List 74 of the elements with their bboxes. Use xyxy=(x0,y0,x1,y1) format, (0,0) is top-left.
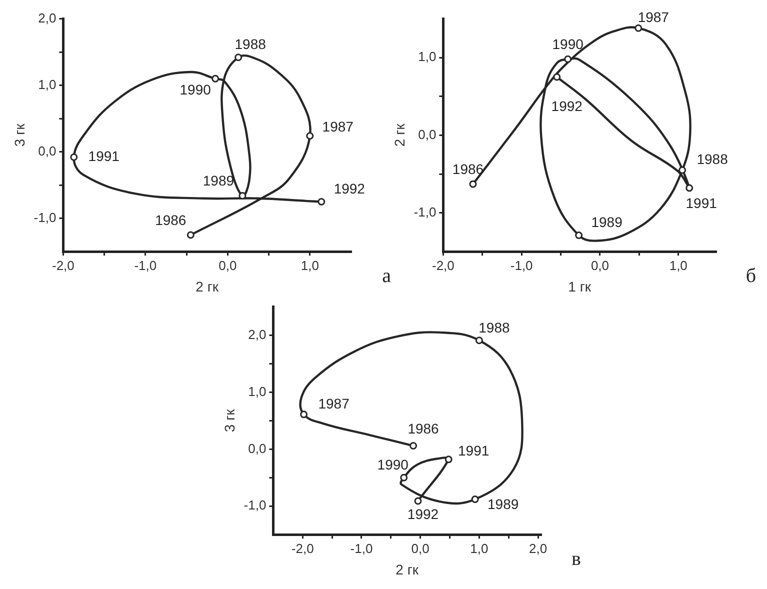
annotation: 1990 xyxy=(552,36,584,52)
point xyxy=(300,410,308,418)
y-tick-label: -1,0 xyxy=(34,210,56,225)
point xyxy=(70,153,78,161)
x-tick-label: -1,0 xyxy=(510,258,533,273)
y-tick-label: 1,0 xyxy=(418,49,436,64)
x-tick-label: -1,0 xyxy=(134,258,157,273)
y-tick-label: -1,0 xyxy=(244,498,266,513)
point xyxy=(414,497,422,505)
y-axis-title: 2 гк xyxy=(391,122,408,147)
y-tick-label: 1,0 xyxy=(38,76,56,92)
text: в xyxy=(572,548,581,571)
annotation: 1986 xyxy=(408,420,440,437)
x-tick-label: 1,0 xyxy=(300,258,319,273)
x-axis-title: 2 гк xyxy=(196,278,220,294)
text: б xyxy=(746,265,756,288)
y-tick-label: 2,0 xyxy=(38,10,56,26)
point xyxy=(410,442,418,450)
point xyxy=(634,24,642,32)
x-tick-label: 1,0 xyxy=(470,540,488,556)
point xyxy=(234,54,242,62)
x-tick-label: 0,0 xyxy=(590,258,610,273)
x-axis-title: 2 гк xyxy=(396,561,420,578)
annotation: 1992 xyxy=(407,506,439,522)
x-axis-title: 1 гк xyxy=(568,278,592,294)
annotation: 1991 xyxy=(458,442,490,458)
x-tick-label: 0,0 xyxy=(218,258,237,273)
x-tick-label: -2,0 xyxy=(432,258,454,273)
point xyxy=(475,336,483,344)
annotation: 1987 xyxy=(322,118,354,135)
y-tick-label: 0,0 xyxy=(38,143,56,158)
annotation: 1990 xyxy=(377,456,409,473)
y-axis-title: 3 гк xyxy=(221,408,238,432)
y-tick-label: 2,0 xyxy=(248,326,266,342)
y-tick-label: 1,0 xyxy=(248,384,266,399)
point xyxy=(444,456,452,464)
x-tick-label: -1,0 xyxy=(350,540,373,556)
annotation: 1988 xyxy=(234,36,266,52)
point xyxy=(553,73,561,81)
point xyxy=(318,198,326,206)
x-tick-label: -2,0 xyxy=(52,258,74,273)
annotation: 1991 xyxy=(686,194,718,211)
point xyxy=(469,180,477,188)
y-tick-label: 0,0 xyxy=(248,440,266,456)
point xyxy=(575,232,583,240)
annotation: 1992 xyxy=(334,180,366,197)
point xyxy=(306,132,314,140)
annotation: 1991 xyxy=(88,148,120,164)
annotation: 1986 xyxy=(452,160,484,177)
point xyxy=(678,166,686,174)
annotation: 1990 xyxy=(180,82,212,98)
annotation: 1987 xyxy=(638,8,670,25)
point xyxy=(686,184,694,192)
x-tick-label: 1,0 xyxy=(669,258,688,273)
y-tick-label: 0,0 xyxy=(418,126,436,142)
y-axis-title: 3 гк xyxy=(11,122,28,147)
text: а xyxy=(382,265,391,288)
annotation: 1989 xyxy=(488,496,519,512)
annotation: 1987 xyxy=(318,395,350,412)
annotation: 1988 xyxy=(478,319,510,336)
point xyxy=(186,231,194,239)
point xyxy=(564,55,572,63)
annotation: 1992 xyxy=(551,98,583,114)
annotation: 1988 xyxy=(696,150,728,167)
x-tick-label: -2,0 xyxy=(291,540,314,556)
annotation: 1986 xyxy=(155,212,186,228)
annotation: 1989 xyxy=(202,172,234,189)
point xyxy=(471,496,479,504)
point xyxy=(238,192,246,200)
y-tick-label: -1,0 xyxy=(414,204,436,220)
annotation: 1989 xyxy=(591,214,623,230)
point xyxy=(212,74,220,82)
point xyxy=(400,474,408,482)
x-tick-label: 2,0 xyxy=(529,540,548,556)
